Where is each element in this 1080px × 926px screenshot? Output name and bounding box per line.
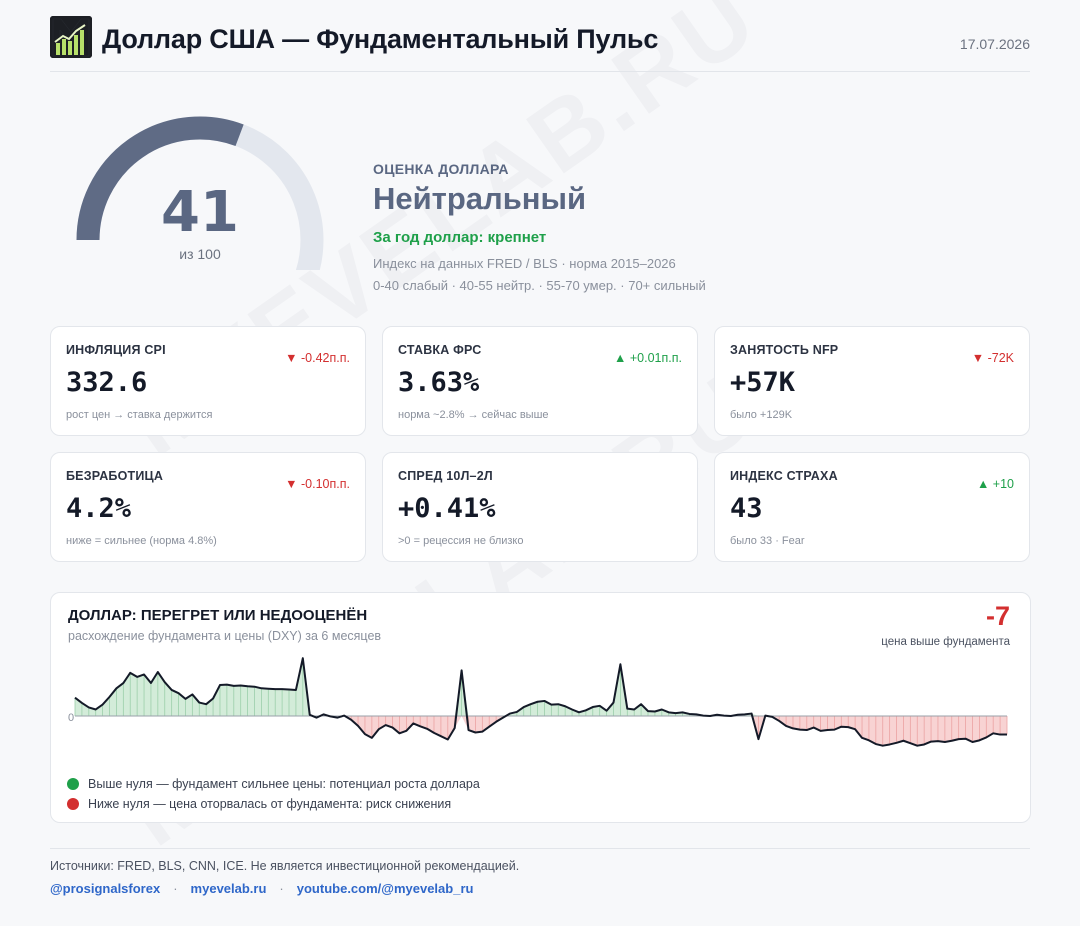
page-header: Доллар США — Фундаментальный Пульс 17.07… — [50, 14, 1030, 72]
metric-card-inflation: ИНФЛЯЦИЯ CPI ▼ -0.42п.п. 332.6 рост цен … — [50, 326, 366, 436]
legend-dot-green-icon — [67, 778, 79, 790]
report-date: 17.07.2026 — [959, 36, 1030, 52]
link-website[interactable]: myevelab.ru — [190, 881, 267, 896]
divergence-chart: 0 — [68, 657, 1008, 747]
footer-links: @prosignalsforex · myevelab.ru · youtube.com… — [50, 881, 473, 896]
metric-note: рост цен → ставка держится — [66, 409, 213, 421]
metric-value: 4.2% — [66, 493, 132, 524]
chart-area-below-zero — [75, 716, 1007, 746]
metric-card-unemployment: БЕЗРАБОТИЦА ▼ -0.10п.п. 4.2% ниже = силь… — [50, 452, 366, 562]
metric-label: БЕЗРАБОТИЦА — [66, 469, 164, 483]
metric-delta: ▼ -72K — [971, 351, 1014, 365]
metric-card-fear-index: ИНДЕКС СТРАХА ▲ +10 43 было 33 · Fear — [714, 452, 1030, 562]
gauge-scale-label: из 100 — [179, 246, 221, 262]
metric-delta: ▲ +0.01п.п. — [614, 351, 682, 365]
rating-source-note: Индекс на данных FRED / BLS · норма 2015… — [373, 256, 676, 271]
brand-logo-icon — [50, 16, 92, 58]
link-youtube[interactable]: youtube.com/@myevelab_ru — [296, 881, 474, 896]
metric-note: >0 = рецессия не близко — [398, 535, 524, 547]
rating-year-trend: За год доллар: крепнет — [373, 229, 547, 246]
metric-delta: ▼ -0.42п.п. — [285, 351, 350, 365]
legend-dot-red-icon — [67, 798, 79, 810]
chart-title: ДОЛЛАР: ПЕРЕГРЕТ ИЛИ НЕДООЦЕНЁН — [68, 607, 368, 624]
rating-scale-note: 0-40 слабый · 40-55 нейтр. · 55-70 умер.… — [373, 278, 706, 293]
chart-series-line — [74, 657, 1007, 747]
metric-note: было +129K — [730, 409, 793, 421]
metric-label: ИНДЕКС СТРАХА — [730, 469, 838, 483]
metric-value: +57K — [730, 367, 796, 398]
footer-sources: Источники: FRED, BLS, CNN, ICE. Не являе… — [50, 859, 520, 873]
legend-item-below: Ниже нуля — цена оторвалась от фундамент… — [67, 797, 451, 811]
link-separator: · — [279, 881, 284, 896]
metric-card-yield-spread: СПРЕД 10Л–2Л +0.41% >0 = рецессия не бли… — [382, 452, 698, 562]
dollar-score-gauge — [76, 116, 324, 270]
rating-caption: ОЦЕНКА ДОЛЛАРА — [373, 161, 509, 177]
divergence-chart-card: ДОЛЛАР: ПЕРЕГРЕТ ИЛИ НЕДООЦЕНЁН расхожде… — [50, 592, 1031, 823]
page-title: Доллар США — Фундаментальный Пульс — [102, 24, 659, 54]
page-footer: Источники: FRED, BLS, CNN, ICE. Не являе… — [50, 848, 1030, 896]
metric-delta: ▼ -0.10п.п. — [285, 477, 350, 491]
link-separator: · — [173, 881, 178, 896]
metric-delta: ▲ +10 — [976, 477, 1014, 491]
metric-note: ниже = сильнее (норма 4.8%) — [66, 535, 217, 547]
metric-value: 3.63% — [398, 367, 480, 398]
divergence-score: -7 — [985, 601, 1010, 631]
metric-label: СПРЕД 10Л–2Л — [398, 469, 493, 483]
chart-zero-label: 0 — [68, 712, 74, 724]
link-telegram[interactable]: @prosignalsforex — [50, 881, 161, 896]
metric-note: норма ~2.8% → сейчас выше — [398, 409, 549, 421]
gauge-value: 41 — [161, 180, 239, 245]
metric-value: +0.41% — [398, 493, 496, 524]
metric-value: 43 — [730, 493, 763, 524]
metric-label: ИНФЛЯЦИЯ CPI — [66, 343, 166, 357]
metric-label: СТАВКА ФРС — [398, 343, 482, 357]
legend-label: Ниже нуля — цена оторвалась от фундамент… — [88, 797, 452, 811]
chart-subtitle: расхождение фундамента и цены (DXY) за 6… — [68, 629, 382, 643]
metric-label: ЗАНЯТОСТЬ NFP — [730, 343, 839, 357]
divergence-score-note: цена выше фундамента — [881, 636, 1010, 648]
chart-area-above-zero — [75, 658, 1007, 716]
metric-note: было 33 · Fear — [730, 535, 805, 547]
gauge-fill — [76, 116, 244, 241]
metric-value: 332.6 — [66, 367, 148, 398]
metric-card-nfp: ЗАНЯТОСТЬ NFP ▼ -72K +57K было +129K — [714, 326, 1030, 436]
rating-value: Нейтральный — [373, 181, 587, 216]
metric-card-fed-rate: СТАВКА ФРС ▲ +0.01п.п. 3.63% норма ~2.8%… — [382, 326, 698, 436]
legend-label: Выше нуля — фундамент сильнее цены: поте… — [88, 777, 480, 791]
legend-item-above: Выше нуля — фундамент сильнее цены: поте… — [67, 777, 480, 791]
